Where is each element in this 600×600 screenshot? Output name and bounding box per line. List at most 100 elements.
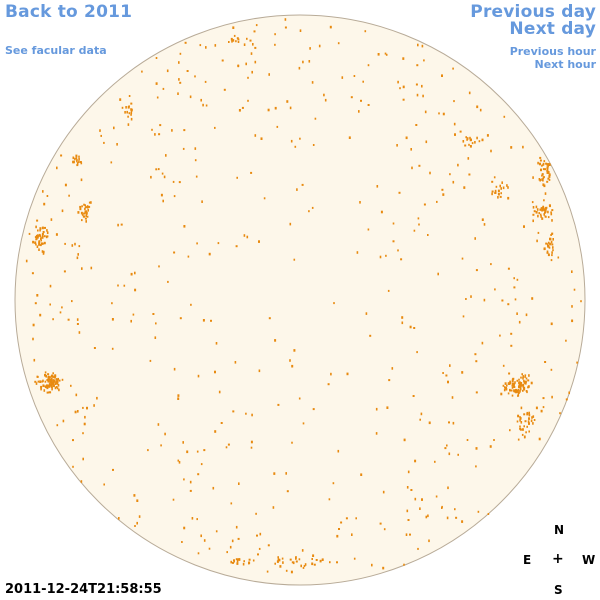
plage-speck xyxy=(511,394,514,397)
plage-speck xyxy=(217,242,220,245)
plage-speck xyxy=(549,242,551,246)
plage-speck xyxy=(461,371,464,374)
plage-speck xyxy=(186,70,189,72)
plage-speck xyxy=(506,184,508,187)
plage-speck xyxy=(227,443,230,446)
plage-speck xyxy=(537,161,539,165)
plage-speck xyxy=(571,305,573,308)
plage-speck xyxy=(117,284,119,287)
next-day-link[interactable]: Next day xyxy=(509,19,596,39)
plage-speck xyxy=(459,130,462,133)
plage-speck xyxy=(96,396,98,400)
plage-speck xyxy=(441,507,443,509)
plage-speck xyxy=(552,249,554,252)
plage-speck xyxy=(481,138,484,142)
plage-speck xyxy=(160,444,162,447)
plage-speck xyxy=(36,219,39,222)
plage-speck xyxy=(538,212,540,215)
plage-speck xyxy=(43,242,46,245)
plage-speck xyxy=(542,177,545,180)
plage-speck xyxy=(221,59,224,62)
plage-speck xyxy=(400,258,403,261)
plage-speck xyxy=(453,122,456,126)
plage-speck xyxy=(258,547,261,550)
plage-speck xyxy=(130,319,132,323)
plage-speck xyxy=(497,196,499,199)
plage-speck xyxy=(356,251,359,254)
plage-speck xyxy=(99,129,101,132)
previous-hour-link[interactable]: Previous hour xyxy=(509,45,596,58)
plage-speck xyxy=(470,295,472,298)
plage-speck xyxy=(39,313,42,317)
plage-speck xyxy=(238,109,241,112)
plage-speck xyxy=(190,303,192,306)
plage-speck xyxy=(183,129,186,132)
plage-speck xyxy=(544,247,546,250)
plage-speck xyxy=(111,347,114,350)
plage-speck xyxy=(72,160,74,164)
plage-speck xyxy=(542,206,545,209)
plage-speck xyxy=(419,418,421,421)
plage-speck xyxy=(423,203,426,206)
plage-speck xyxy=(49,376,51,379)
plage-speck xyxy=(565,398,568,401)
plage-speck xyxy=(234,361,237,364)
plage-speck xyxy=(281,557,284,560)
plage-speck xyxy=(161,172,164,175)
plage-speck xyxy=(531,297,534,300)
compass-north-label: N xyxy=(554,523,565,537)
plage-speck xyxy=(289,106,292,110)
plage-speck xyxy=(298,397,301,400)
plage-speck xyxy=(547,177,550,180)
plage-speck xyxy=(38,243,41,246)
plage-speck xyxy=(237,537,240,540)
plage-speck xyxy=(493,176,496,179)
plage-speck xyxy=(232,561,234,564)
back-to-year-link[interactable]: Back to 2011 xyxy=(5,2,133,22)
plage-speck xyxy=(81,219,83,222)
plage-speck xyxy=(42,384,45,387)
compass-south-label: S xyxy=(554,583,563,597)
plage-speck xyxy=(289,558,292,561)
plage-speck xyxy=(32,240,35,244)
previous-day-link[interactable]: Previous day xyxy=(470,2,596,22)
plage-speck xyxy=(421,84,423,88)
plage-speck xyxy=(162,199,164,203)
plage-speck xyxy=(236,562,239,565)
plage-speck xyxy=(384,52,387,55)
see-facular-data-link[interactable]: See facular data xyxy=(5,44,107,57)
compass-east-label: E xyxy=(523,553,532,567)
plage-speck xyxy=(483,223,486,226)
plage-speck xyxy=(57,377,59,381)
plage-speck xyxy=(503,388,506,392)
plage-speck xyxy=(302,422,305,425)
plage-speck xyxy=(127,115,129,118)
plage-speck xyxy=(182,147,185,150)
plage-speck xyxy=(75,154,78,158)
plage-speck xyxy=(367,228,370,231)
plage-speck xyxy=(87,209,89,212)
plage-speck xyxy=(487,513,490,515)
plage-speck xyxy=(401,316,404,319)
next-hour-link[interactable]: Next hour xyxy=(534,58,597,71)
plage-speck xyxy=(88,205,91,208)
plage-speck xyxy=(172,180,175,183)
plage-speck xyxy=(235,558,238,561)
plage-speck xyxy=(44,373,46,377)
plage-speck xyxy=(256,534,258,537)
plage-speck xyxy=(302,566,305,569)
plage-speck xyxy=(295,557,297,560)
plage-speck xyxy=(469,145,472,148)
plage-speck xyxy=(299,137,301,140)
plage-speck xyxy=(84,210,87,214)
plage-speck xyxy=(303,565,306,567)
plage-speck xyxy=(403,563,405,566)
plage-speck xyxy=(80,211,83,215)
plage-speck xyxy=(64,183,67,187)
plage-speck xyxy=(80,162,83,165)
plage-speck xyxy=(495,185,498,188)
plage-speck xyxy=(246,235,249,239)
plage-speck xyxy=(52,372,54,375)
plage-speck xyxy=(82,406,84,409)
